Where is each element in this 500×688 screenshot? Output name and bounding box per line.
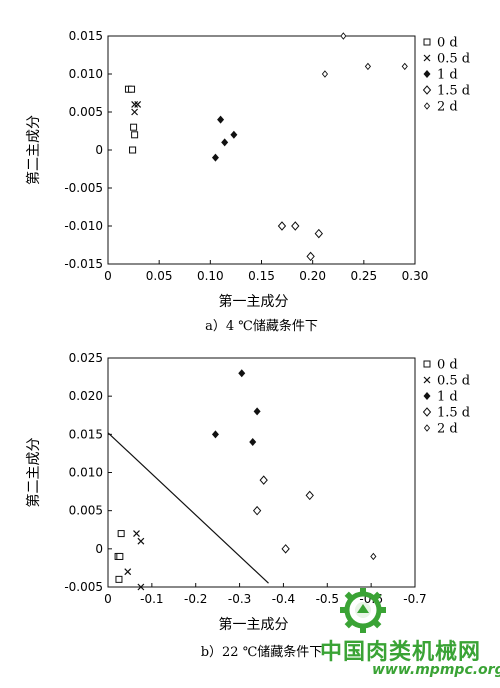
data-point-a-4 <box>401 62 408 71</box>
legend-label-b-3: 1.5 d <box>437 406 470 421</box>
data-point-b-2 <box>211 430 219 439</box>
x-tick-label-a: 0.05 <box>146 269 173 283</box>
x-tick-label-b: 0 <box>104 592 112 606</box>
legend-label-b-4: 2 d <box>437 422 458 437</box>
legend-marker-b-2 <box>423 392 431 400</box>
data-point-b-3 <box>259 475 268 485</box>
data-point-b-1 <box>137 537 145 545</box>
legend-marker-b-4 <box>423 424 431 432</box>
x-tick-label-a: 0.15 <box>248 269 275 283</box>
x-tick-label-a: 0 <box>104 269 112 283</box>
chart-a: 0 0.05 0.10 0.15 0.20 0.25 0.30 0.015 0.010 0.005… <box>25 29 470 334</box>
data-point-a-4 <box>321 70 329 78</box>
legend-label-a-2: 1 d <box>437 68 458 83</box>
data-point-a-1 <box>134 100 142 108</box>
data-point-a-0 <box>130 123 138 131</box>
data-point-b-1 <box>124 568 132 576</box>
x-tick-label-b: -0.3 <box>228 592 251 606</box>
data-point-a-2 <box>230 130 238 139</box>
chart-caption-b: b）22 ℃储藏条件下 <box>201 644 323 660</box>
y-tick-label-b: 0 <box>95 542 103 556</box>
legend-marker-a-3 <box>422 85 432 95</box>
x-tick-label-a: 0.30 <box>402 269 429 283</box>
data-point-a-3 <box>306 251 315 262</box>
data-point-a-1 <box>131 108 139 116</box>
data-point-a-0 <box>129 146 137 154</box>
y-tick-label-b: 0.015 <box>69 427 103 441</box>
data-point-b-3 <box>281 544 290 554</box>
y-tick-label-a: 0.005 <box>69 105 103 119</box>
watermark-url: www.mpmpc.org <box>372 662 500 678</box>
data-point-a-2 <box>217 115 225 124</box>
legend-label-b-1: 0.5 d <box>437 374 470 389</box>
legend-label-a-4: 2 d <box>437 100 458 115</box>
data-point-b-3 <box>252 505 262 516</box>
data-point-b-3 <box>305 490 314 501</box>
data-point-b-2 <box>238 369 246 378</box>
x-tick-label-b: -0.7 <box>403 592 426 606</box>
x-tick-label-a: 0.20 <box>299 269 326 283</box>
gear-logo-icon <box>340 588 386 633</box>
x-tick-label-b: -0.1 <box>140 592 163 606</box>
data-point-a-2 <box>221 138 229 147</box>
chart-b: 0 -0.1 -0.2 -0.3 -0.4 -0.5 -0.6 -0.70.0250.0200… <box>25 351 470 660</box>
plot-frame-a <box>107 35 416 265</box>
data-point-b-2 <box>253 407 261 416</box>
legend-label-a-1: 0.5 d <box>437 52 470 67</box>
x-tick-label-b: -0.5 <box>316 592 339 606</box>
x-tick-label-a: 0.25 <box>350 269 377 283</box>
legend-label-a-0: 0 d <box>437 36 458 51</box>
data-point-a-1 <box>131 100 139 108</box>
y-tick-label-a: -0.015 <box>64 257 103 271</box>
legend-marker-a-0 <box>423 38 431 46</box>
chart-caption-a: a）4 ℃储藏条件下 <box>205 318 318 334</box>
y-tick-label-a: 0 <box>95 143 103 157</box>
data-point-a-3 <box>277 221 287 231</box>
y-tick-label-a: -0.005 <box>64 181 103 195</box>
y-axis-label-a: 第二主成分 <box>25 115 42 185</box>
watermark-text: 中国肉类机械网 <box>320 640 482 665</box>
data-point-a-2 <box>211 153 219 162</box>
data-point-a-3 <box>291 221 300 231</box>
legend-label-b-2: 1 d <box>437 390 458 405</box>
data-point-b-0 <box>116 552 124 560</box>
data-point-b-1 <box>133 530 140 537</box>
y-tick-label-b: 0.005 <box>69 504 103 518</box>
data-point-a-0 <box>128 85 136 93</box>
y-tick-label-a: 0.010 <box>69 67 103 81</box>
legend-marker-b-3 <box>422 407 432 417</box>
legend-marker-a-1 <box>423 54 431 62</box>
y-tick-label-b: 0.025 <box>69 351 103 365</box>
plot-frame-b <box>107 357 416 588</box>
x-tick-label-a: 0.10 <box>197 269 224 283</box>
legend-marker-a-2 <box>423 70 431 78</box>
x-tick-label-b: -0.4 <box>272 592 295 606</box>
legend-marker-b-1 <box>423 376 431 384</box>
y-tick-label-b: 0.010 <box>69 466 103 480</box>
data-point-b-0 <box>115 575 123 583</box>
data-point-a-4 <box>340 32 347 40</box>
x-tick-label-b: -0.2 <box>184 592 207 606</box>
data-point-b-0 <box>117 530 125 538</box>
x-axis-label-b: 第一主成分 <box>219 616 289 633</box>
divider-line-b <box>108 432 269 584</box>
data-point-a-3 <box>314 228 323 239</box>
legend-label-a-3: 1.5 d <box>437 84 470 99</box>
y-tick-label-a: -0.010 <box>64 219 103 233</box>
legend-label-b-0: 0 d <box>437 358 458 373</box>
legend-marker-b-0 <box>423 360 431 368</box>
data-point-b-1 <box>137 583 145 591</box>
y-tick-label-a: 0.015 <box>69 29 103 43</box>
y-axis-label-b: 第二主成分 <box>25 438 42 508</box>
data-point-b-4 <box>370 552 377 561</box>
data-point-b-2 <box>249 437 257 446</box>
data-point-a-0 <box>131 131 139 139</box>
y-tick-label-b: -0.005 <box>64 580 103 594</box>
x-axis-label-a: 第一主成分 <box>219 293 289 310</box>
y-tick-label-b: 0.020 <box>69 389 103 403</box>
data-point-a-4 <box>364 62 372 71</box>
legend-marker-a-4 <box>423 102 431 110</box>
